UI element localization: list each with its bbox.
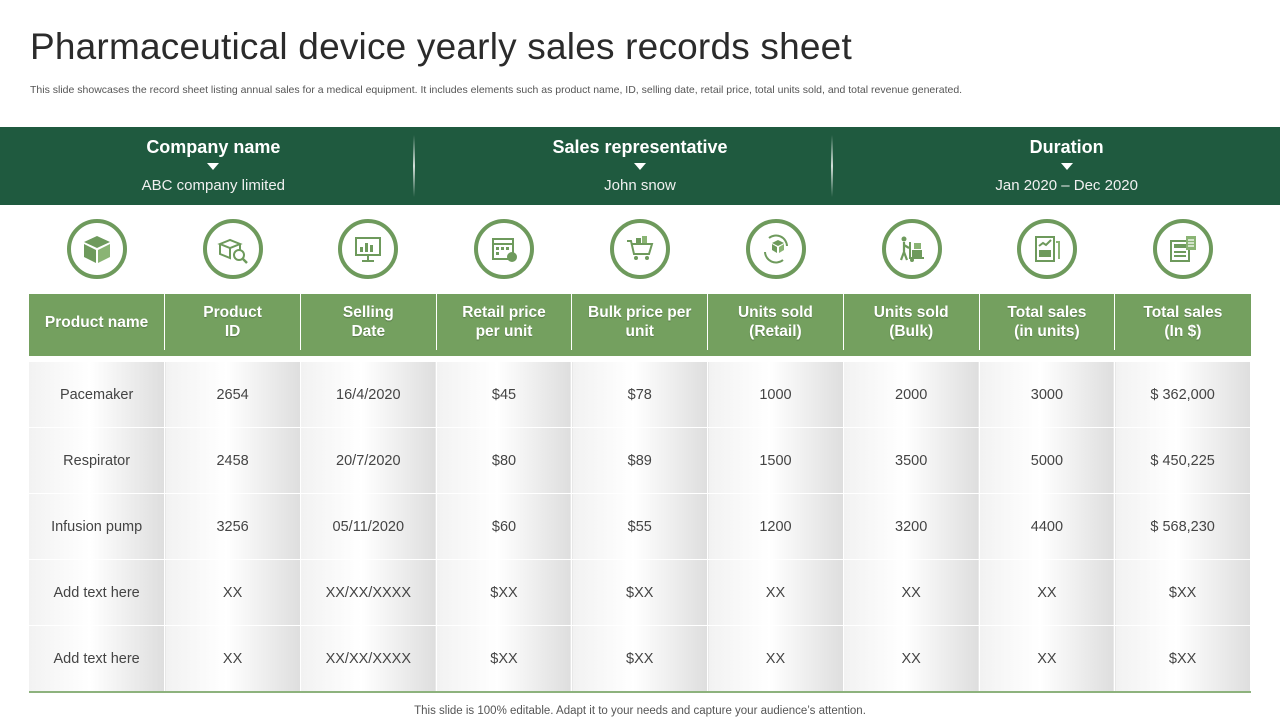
table-cell: XX/XX/XXXX <box>300 559 437 626</box>
band-divider <box>413 135 415 197</box>
monitor-chart-icon <box>338 219 399 279</box>
column-header: Product name <box>29 294 166 356</box>
info-value: John snow <box>604 177 676 194</box>
table-cell: XX <box>164 625 301 693</box>
table-cell: XX <box>164 559 301 626</box>
table-cell: $55 <box>571 493 709 560</box>
table-row: Add text here XX XX/XX/XXXX $XX $XX XX X… <box>29 625 1251 693</box>
table-cell: XX/XX/XXXX <box>300 625 437 693</box>
band-divider <box>831 135 833 197</box>
table-cell: 2458 <box>164 427 301 494</box>
table-cell: 1500 <box>707 427 844 494</box>
table-cell: XX <box>707 625 844 693</box>
table-cell: $89 <box>571 427 709 494</box>
column-header: Units sold (Bulk) <box>843 294 980 356</box>
page-subtitle: This slide showcases the record sheet li… <box>30 84 963 96</box>
caret-down-icon <box>634 163 646 170</box>
info-sales-rep: Sales representative John snow <box>427 127 854 205</box>
table-cell: XX <box>843 625 980 693</box>
icon-row <box>29 215 1251 283</box>
table-cell: 3256 <box>164 493 301 560</box>
table-cell: $XX <box>1114 559 1251 626</box>
info-label: Duration <box>1029 137 1104 157</box>
column-header: Total sales (In $) <box>1114 294 1251 356</box>
calculator-icon <box>1153 219 1214 279</box>
info-label: Company name <box>146 137 281 157</box>
column-header: Total sales (in units) <box>979 294 1116 356</box>
table-cell: XX <box>979 559 1116 626</box>
table-cell: Add text here <box>29 625 166 693</box>
page-title: Pharmaceutical device yearly sales recor… <box>30 26 852 67</box>
table-cell: 5000 <box>979 427 1116 494</box>
table-cell: Infusion pump <box>29 493 166 560</box>
table-row: Pacemaker 2654 16/4/2020 $45 $78 1000 20… <box>29 362 1251 428</box>
info-band: Company name ABC company limited Sales r… <box>0 127 1280 205</box>
shopping-cart-icon <box>610 219 671 279</box>
table-cell: 2000 <box>843 362 980 428</box>
table-header-row: Product name Product ID Selling Date Retai… <box>29 294 1251 356</box>
table-cell: Pacemaker <box>29 362 166 428</box>
table-cell: 05/11/2020 <box>300 493 437 560</box>
table-cell: $XX <box>1114 625 1251 693</box>
table-cell: Respirator <box>29 427 166 494</box>
table-cell: $XX <box>436 559 573 626</box>
caret-down-icon <box>1060 163 1073 170</box>
table-row: Add text here XX XX/XX/XXXX $XX $XX XX X… <box>29 559 1251 626</box>
table-cell: 4400 <box>979 493 1116 560</box>
table-cell: Add text here <box>29 559 166 626</box>
table-cell: 20/7/2020 <box>300 427 437 494</box>
table-cell: $ 568,230 <box>1114 493 1251 560</box>
table-cell: $80 <box>436 427 573 494</box>
caret-down-icon <box>207 163 220 170</box>
hand-truck-icon <box>881 219 942 279</box>
info-company: Company name ABC company limited <box>0 127 427 205</box>
table-cell: 3000 <box>979 362 1116 428</box>
column-header: Selling Date <box>300 294 437 356</box>
table-cell: 3200 <box>843 493 980 560</box>
table-cell: 1000 <box>707 362 844 428</box>
info-label: Sales representative <box>552 137 728 157</box>
table-cell: 2654 <box>164 362 301 428</box>
table-cell: $78 <box>571 362 709 428</box>
info-duration: Duration Jan 2020 – Dec 2020 <box>853 127 1280 205</box>
column-header: Retail price per unit <box>436 294 573 356</box>
table-cell: $XX <box>436 625 573 693</box>
table-cell: 1200 <box>707 493 844 560</box>
column-header: Bulk price per unit <box>571 294 709 356</box>
table-cell: XX <box>843 559 980 626</box>
table-cell: $ 450,225 <box>1114 427 1251 494</box>
table-cell: 3500 <box>843 427 980 494</box>
column-header: Product ID <box>164 294 301 356</box>
table-cell: XX <box>707 559 844 626</box>
table-cell: $60 <box>436 493 573 560</box>
footer-note: This slide is 100% editable. Adapt it to… <box>414 705 866 717</box>
info-value: Jan 2020 – Dec 2020 <box>995 177 1138 194</box>
table-cell: $XX <box>571 559 709 626</box>
table-cell: $XX <box>571 625 709 693</box>
report-chart-icon <box>1017 219 1078 279</box>
table-cell: 16/4/2020 <box>300 362 437 428</box>
box-cycle-icon <box>745 219 806 279</box>
info-value: ABC company limited <box>141 177 286 194</box>
column-header: Units sold (Retail) <box>707 294 844 356</box>
table-cell: XX <box>979 625 1116 693</box>
table-row: Infusion pump 3256 05/11/2020 $60 $55 12… <box>29 493 1251 560</box>
sales-table: Product name Product ID Selling Date Retai… <box>29 294 1251 693</box>
table-row: Respirator 2458 20/7/2020 $80 $89 1500 3… <box>29 427 1251 494</box>
calendar-dollar-icon <box>474 219 535 279</box>
table-cell: $45 <box>436 362 573 428</box>
box-icon <box>66 219 127 279</box>
table-cell: $ 362,000 <box>1114 362 1251 428</box>
inspect-package-icon <box>202 219 263 279</box>
